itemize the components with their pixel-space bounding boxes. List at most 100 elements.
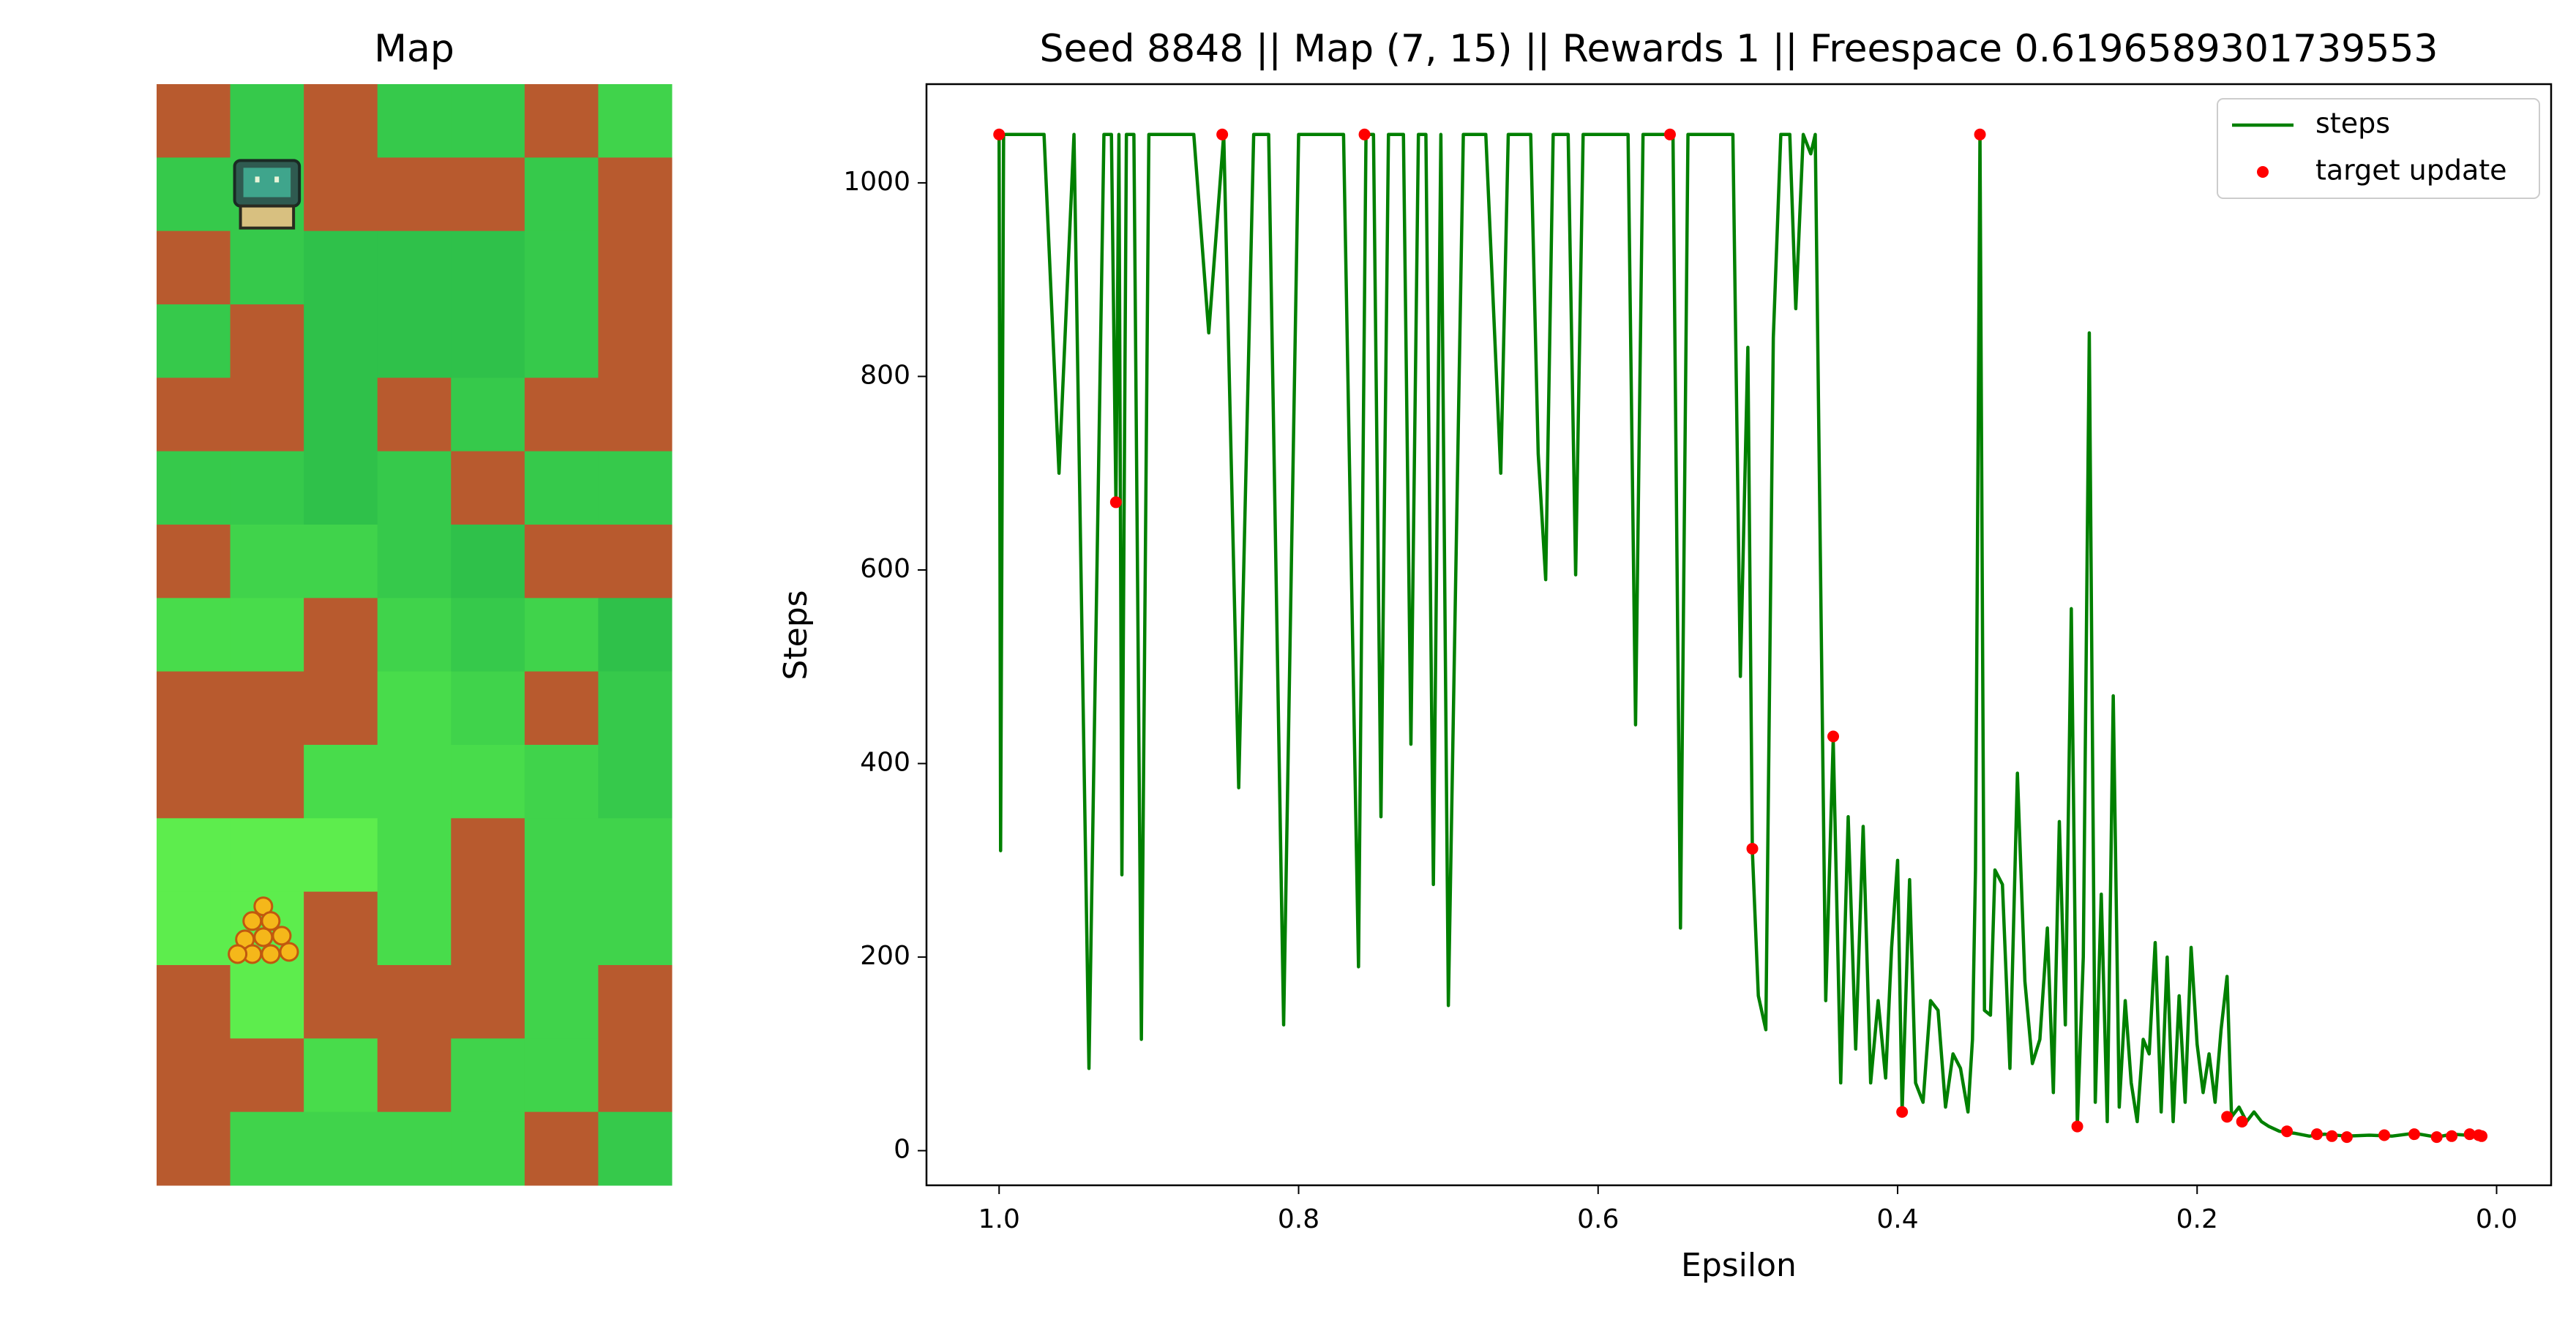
- agent-screen: [243, 168, 291, 198]
- legend-dot: [2257, 166, 2269, 178]
- scatter-point: [1974, 128, 1986, 140]
- map-cell: [157, 598, 231, 672]
- map-cell: [230, 965, 304, 1039]
- map-cell: [304, 1111, 378, 1186]
- map-cell: [598, 84, 673, 158]
- map-cell: [230, 671, 304, 746]
- map-cell: [524, 378, 599, 452]
- map-cell: [451, 230, 525, 305]
- scatter-point: [2476, 1130, 2488, 1142]
- map-cell: [598, 304, 673, 378]
- y-axis-label: Steps: [777, 590, 815, 680]
- map-cell: [157, 965, 231, 1039]
- map-cell: [157, 451, 231, 525]
- x-axis-label: Epsilon: [1681, 1247, 1797, 1284]
- map-cell: [157, 818, 231, 893]
- y-tick-label: 1000: [843, 167, 910, 197]
- scatter-point: [1746, 842, 1759, 855]
- map-cell: [377, 671, 452, 746]
- map-cell: [451, 84, 525, 158]
- map-cell: [157, 230, 231, 305]
- map-cell: [377, 745, 452, 819]
- map-cell: [157, 157, 231, 232]
- coin: [261, 944, 281, 964]
- map-cell: [230, 1038, 304, 1113]
- chart-title: Seed 8848 || Map (7, 15) || Rewards 1 ||…: [1039, 27, 2438, 71]
- map-cell: [157, 84, 231, 158]
- scatter-point: [1109, 496, 1122, 509]
- x-tick-label: 0.0: [2476, 1204, 2517, 1234]
- map-cell: [377, 1038, 452, 1113]
- legend-box: [2217, 98, 2540, 199]
- map-cell: [524, 304, 599, 378]
- map-cell: [451, 451, 525, 525]
- map-cell: [377, 965, 452, 1039]
- y-tick-label: 400: [860, 748, 910, 778]
- map-cell: [230, 304, 304, 378]
- map-cell: [598, 745, 673, 819]
- map-cell: [524, 451, 599, 525]
- map-cell: [598, 965, 673, 1039]
- map-cell: [377, 818, 452, 893]
- map-cell: [230, 745, 304, 819]
- coin: [272, 926, 292, 946]
- map-cell: [451, 1038, 525, 1113]
- coin: [253, 927, 274, 948]
- scatter-point: [2378, 1129, 2391, 1141]
- map-cell: [451, 891, 525, 966]
- map-cell: [230, 84, 304, 158]
- map-cell: [377, 378, 452, 452]
- map-cell: [377, 304, 452, 378]
- map-cell: [304, 965, 378, 1039]
- map-cell: [304, 525, 378, 599]
- scatter-point: [1827, 730, 1840, 743]
- map-cell: [304, 378, 378, 452]
- map-cell: [377, 84, 452, 158]
- agent-icon: [233, 159, 302, 230]
- map-cell: [598, 157, 673, 232]
- map-cell: [524, 598, 599, 672]
- map-cell: [598, 671, 673, 746]
- map-cell: [304, 157, 378, 232]
- series-line: [997, 132, 2482, 1139]
- map-cell: [157, 671, 231, 746]
- scatter-point: [2430, 1131, 2443, 1144]
- map-cell: [377, 230, 452, 305]
- map-cell: [304, 230, 378, 305]
- x-tick-label: 0.6: [1577, 1204, 1619, 1234]
- map-cell: [157, 1111, 231, 1186]
- coin: [228, 944, 248, 964]
- scatter-point: [2340, 1131, 2353, 1144]
- map-cell: [451, 304, 525, 378]
- map-cell: [157, 891, 231, 966]
- map-cell: [304, 891, 378, 966]
- agent-legs: [239, 204, 296, 230]
- map-cell: [230, 818, 304, 893]
- y-tick-label: 200: [860, 941, 910, 971]
- coin: [261, 911, 281, 931]
- scatter-point: [1663, 128, 1676, 140]
- legend-label: target update: [2315, 154, 2507, 187]
- x-tick-label: 0.8: [1278, 1204, 1319, 1234]
- map-cell: [598, 598, 673, 672]
- map-cell: [451, 598, 525, 672]
- map-cell: [524, 671, 599, 746]
- map-cell: [598, 891, 673, 966]
- map-cell: [304, 598, 378, 672]
- map-cell: [157, 378, 231, 452]
- y-tick-label: 800: [860, 360, 910, 390]
- scatter-point: [2463, 1128, 2476, 1141]
- map-cell: [524, 1111, 599, 1186]
- map-cell: [451, 818, 525, 893]
- scatter-point: [2446, 1130, 2458, 1142]
- scatter-point: [2326, 1130, 2338, 1142]
- map-cell: [377, 598, 452, 672]
- map-cell: [157, 1038, 231, 1113]
- x-tick-label: 0.4: [1876, 1204, 1918, 1234]
- map-cell: [304, 451, 378, 525]
- map-cell: [377, 157, 452, 232]
- map-cell: [157, 745, 231, 819]
- scatter-point: [1896, 1106, 1909, 1118]
- map-cell: [377, 1111, 452, 1186]
